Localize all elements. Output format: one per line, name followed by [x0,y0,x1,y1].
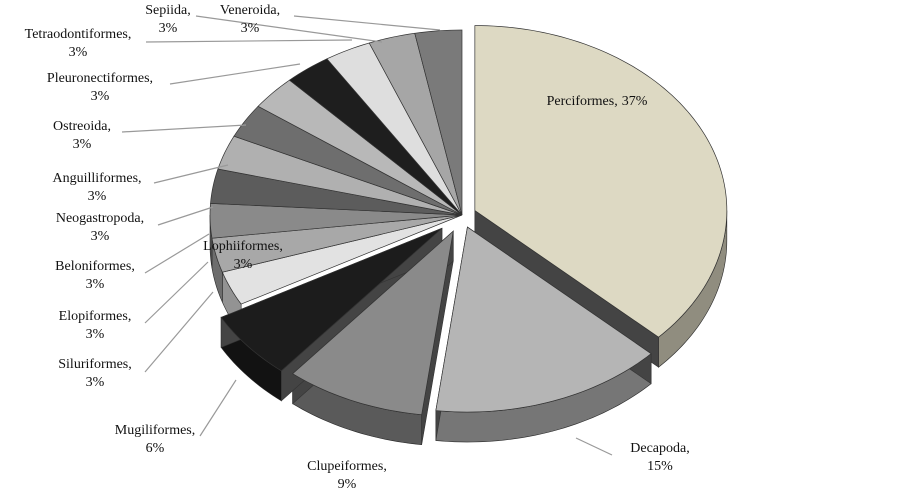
label-category: Veneroida, [220,3,280,18]
label-category: Siluriformes, [58,357,132,372]
leader-line [144,291,214,373]
leader-line [293,15,441,31]
slice-side-shade [435,353,652,443]
slice [209,203,463,239]
data-label: Siluriformes, 3% [58,357,132,390]
slice [292,230,454,416]
leader-line [144,261,209,324]
label-value: 3% [86,327,105,342]
label-value: 15% [647,459,673,474]
data-label: Tetraodontiformes, 3% [25,27,132,60]
label-value: 3% [241,21,260,36]
data-label: Elopiformes, 3% [59,309,132,342]
leader-line [195,15,383,43]
data-label: Perciformes, 37% [547,94,648,109]
slice [221,214,463,305]
label-category: Elopiformes, [59,309,132,324]
slice [474,25,728,338]
data-label: Lophiiformes, 3% [203,239,283,272]
data-label: Beloniformes, 3% [55,259,135,292]
slice [288,58,463,216]
leader-line [153,164,229,184]
data-label: Veneroida, 3% [220,3,280,36]
label-value: 3% [91,89,110,104]
data-label: Decapoda, 15% [630,441,689,474]
leader-line [144,233,210,274]
data-label: Pleuronectiformes, 3% [47,71,153,104]
leader-line [121,124,247,133]
slice-side-shade [292,373,422,445]
slice [211,214,463,273]
label-category: Decapoda, [630,441,689,456]
slice [368,32,463,216]
label-category: Clupeiformes, [307,459,387,474]
slice [220,227,443,372]
label-value: 9% [338,477,357,492]
slice [217,135,463,216]
label-category: Perciformes, [547,94,618,109]
label-value: 3% [159,21,178,36]
slice [414,29,463,216]
label-category: Anguilliformes, [52,171,141,186]
label-value: 3% [234,257,253,272]
slice-side-shade [658,210,727,368]
label-category: Beloniformes, [55,259,135,274]
leader-line [199,379,237,437]
label-category: Tetraodontiformes, [25,27,132,42]
slice [257,79,463,216]
label-value: 3% [86,277,105,292]
data-label: Ostreoida, 3% [53,119,111,152]
label-value: 3% [86,375,105,390]
label-category: Pleuronectiformes, [47,71,153,86]
label-category: Sepiida, [145,3,191,18]
label-category: Neogastropoda, [56,211,144,226]
label-value: 37% [622,94,648,109]
leader-line [169,63,301,85]
slice-side-shade [211,238,223,303]
label-value: 3% [73,137,92,152]
slice [233,105,463,216]
leader-line [575,437,613,456]
leader-line [157,206,214,226]
data-label: Clupeiformes, 9% [307,459,387,492]
label-value: 3% [69,45,88,60]
leader-line [145,39,353,43]
data-label: Sepiida, 3% [145,3,191,36]
label-category: Ostreoida, [53,119,111,134]
label-value: 6% [146,441,165,456]
slice [326,42,463,216]
label-value: 3% [91,229,110,244]
label-category: Mugiliformes, [115,423,196,438]
slice [435,226,652,413]
label-value: 3% [88,189,107,204]
data-label: Mugiliformes, 6% [115,423,196,456]
label-category: Lophiiformes, [203,239,283,254]
data-label: Neogastropoda, 3% [56,211,144,244]
data-label: Anguilliformes, 3% [52,171,141,204]
